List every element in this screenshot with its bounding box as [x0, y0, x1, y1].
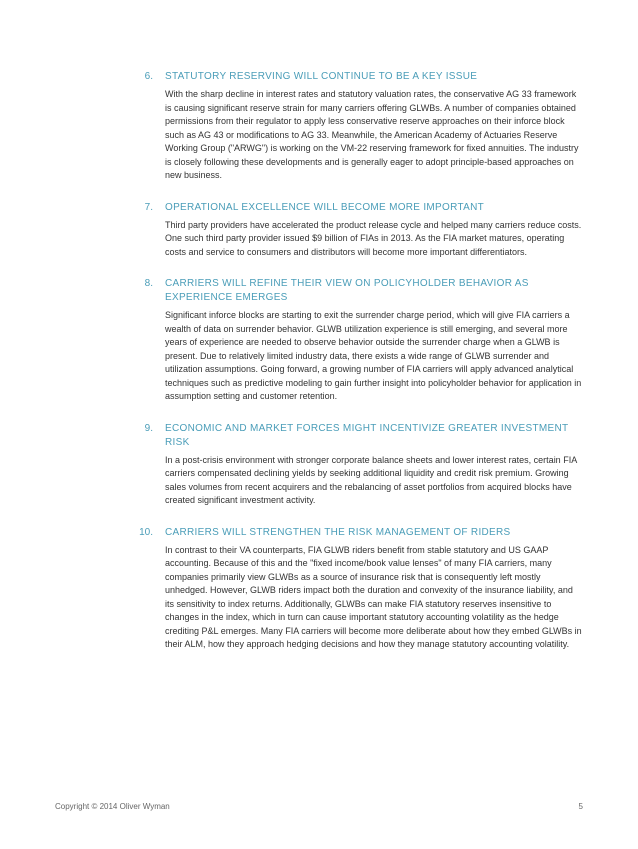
list-item: 10. CARRIERS WILL STRENGTHEN THE RISK MA… — [55, 526, 583, 652]
item-number: 9. — [55, 422, 165, 508]
item-content: CARRIERS WILL REFINE THEIR VIEW ON POLIC… — [165, 277, 583, 404]
item-body: Third party providers have accelerated t… — [165, 219, 583, 260]
page-number: 5 — [579, 802, 583, 811]
item-number: 10. — [55, 526, 165, 652]
page-footer: Copyright © 2014 Oliver Wyman 5 — [55, 802, 583, 811]
document-content: 6. STATUTORY RESERVING WILL CONTINUE TO … — [0, 0, 638, 652]
item-content: OPERATIONAL EXCELLENCE WILL BECOME MORE … — [165, 201, 583, 260]
copyright-text: Copyright © 2014 Oliver Wyman — [55, 802, 170, 811]
item-title: CARRIERS WILL REFINE THEIR VIEW ON POLIC… — [165, 277, 583, 305]
item-title: CARRIERS WILL STRENGTHEN THE RISK MANAGE… — [165, 526, 583, 540]
item-title: ECONOMIC AND MARKET FORCES MIGHT INCENTI… — [165, 422, 583, 450]
item-body: With the sharp decline in interest rates… — [165, 88, 583, 183]
item-body: In contrast to their VA counterparts, FI… — [165, 544, 583, 652]
list-item: 9. ECONOMIC AND MARKET FORCES MIGHT INCE… — [55, 422, 583, 508]
item-body: Significant inforce blocks are starting … — [165, 309, 583, 404]
item-content: STATUTORY RESERVING WILL CONTINUE TO BE … — [165, 70, 583, 183]
item-body: In a post-crisis environment with strong… — [165, 454, 583, 508]
item-content: ECONOMIC AND MARKET FORCES MIGHT INCENTI… — [165, 422, 583, 508]
item-number: 6. — [55, 70, 165, 183]
list-item: 7. OPERATIONAL EXCELLENCE WILL BECOME MO… — [55, 201, 583, 260]
list-item: 8. CARRIERS WILL REFINE THEIR VIEW ON PO… — [55, 277, 583, 404]
item-title: STATUTORY RESERVING WILL CONTINUE TO BE … — [165, 70, 583, 84]
list-item: 6. STATUTORY RESERVING WILL CONTINUE TO … — [55, 70, 583, 183]
item-title: OPERATIONAL EXCELLENCE WILL BECOME MORE … — [165, 201, 583, 215]
item-number: 7. — [55, 201, 165, 260]
item-content: CARRIERS WILL STRENGTHEN THE RISK MANAGE… — [165, 526, 583, 652]
item-number: 8. — [55, 277, 165, 404]
